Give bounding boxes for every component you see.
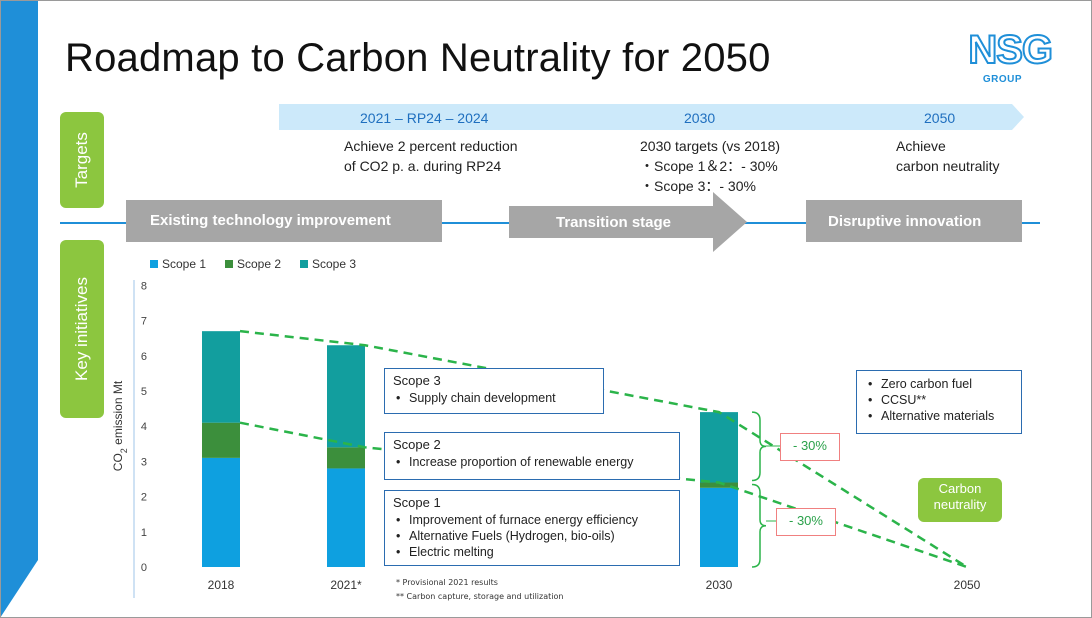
target-rp24-line: of CO2 p. a. during RP24 [344, 158, 502, 174]
initiative-item: Alternative Fuels (Hydrogen, bio-oils) [396, 528, 671, 544]
carbon-neutrality-badge: Carbon neutrality [918, 478, 1002, 522]
target-2030: 2030 targets (vs 2018) ・Scope 1＆2：- 30% … [640, 136, 780, 196]
timeline-arrow [279, 104, 1024, 130]
initiative-item: CCSU** [868, 392, 1013, 408]
y-tick-label: 5 [141, 386, 147, 398]
timeline-period-2030: 2030 [684, 110, 716, 126]
y-tick-label: 4 [141, 421, 147, 433]
stage-transition-arrow [509, 192, 747, 252]
timeline-period-rp24: 2021 – RP24 – 2024 [360, 110, 489, 126]
initiative-2050: Zero carbon fuel CCSU** Alternative mate… [856, 370, 1022, 434]
initiative-item: Electric melting [396, 544, 671, 560]
stage-transition-label: Transition stage [556, 214, 672, 231]
bar-scope1-2021 [327, 468, 365, 567]
legend-label: Scope 1 [162, 257, 207, 271]
bar-scope3-2021 [327, 345, 365, 448]
carbon-neutrality-line: Carbon [938, 481, 982, 496]
y-tick-label: 0 [141, 562, 147, 574]
nsg-logo: NSG GROUP [950, 28, 1054, 90]
brace-scope12 [751, 483, 767, 568]
logo-group: GROUP [982, 74, 1022, 85]
bar-scope2-2030 [700, 482, 738, 488]
bar-scope3-2030 [700, 412, 738, 483]
legend-scope2: Scope 2 [225, 257, 281, 271]
bar-scope2-2018 [202, 422, 240, 458]
bar-scope1-2018 [202, 457, 240, 567]
reduction-upper-badge: - 30% [780, 433, 840, 461]
targets-tab: Targets [60, 112, 104, 208]
bar-scope1-2030 [700, 487, 738, 567]
initiative-scope2: Scope 2 Increase proportion of renewable… [384, 432, 680, 480]
legend-label: Scope 2 [237, 257, 282, 271]
y-axis-label: CO2 emission Mt [111, 380, 129, 471]
initiative-scope3: Scope 3 Supply chain development [384, 368, 604, 414]
target-2030-line: 2030 targets (vs 2018) [640, 138, 781, 154]
left-accent-bar [0, 0, 38, 618]
initiative-item: Increase proportion of renewable energy [396, 454, 671, 470]
y-tick-label: 2 [141, 492, 147, 504]
legend-label: Scope 3 [312, 257, 357, 271]
carbon-neutrality-line: neutrality [933, 497, 987, 512]
brace-scope3 [751, 411, 767, 482]
y-tick-label: 6 [141, 351, 147, 363]
initiative-scope3-heading: Scope 3 [393, 373, 441, 388]
footnote-ccsu: ** Carbon capture, storage and utilizati… [396, 592, 564, 601]
initiative-scope1: Scope 1 Improvement of furnace energy ef… [384, 490, 680, 566]
legend-scope1: Scope 1 [150, 257, 206, 271]
initiative-item: Zero carbon fuel [868, 376, 1013, 392]
initiative-item: Alternative materials [868, 408, 1013, 424]
y-tick-label: 7 [141, 316, 147, 328]
legend-swatch [150, 260, 158, 268]
stage-disruptive-shape [806, 200, 1022, 242]
stage-existing-label: Existing technology improvement [150, 212, 391, 229]
initiative-item: Supply chain development [396, 390, 595, 406]
reduction-lower-badge: - 30% [776, 508, 836, 536]
initiative-scope1-heading: Scope 1 [393, 495, 441, 510]
page-title: Roadmap to Carbon Neutrality for 2050 [65, 36, 771, 80]
initiative-item: Improvement of furnace energy efficiency [396, 512, 671, 528]
target-2050-line: carbon neutrality [896, 158, 1000, 174]
y-tick-label: 8 [141, 280, 147, 292]
y-tick-label: 1 [141, 527, 147, 539]
initiative-scope2-heading: Scope 2 [393, 437, 441, 452]
target-2030-line: ・Scope 3：- 30% [640, 178, 756, 194]
footnote-provisional: * Provisional 2021 results [396, 578, 498, 587]
x-tick-label: 2030 [706, 578, 733, 592]
timeline-period-2050: 2050 [924, 110, 956, 126]
target-2050-line: Achieve [896, 138, 946, 154]
legend-swatch [225, 260, 233, 268]
target-2050: Achieve carbon neutrality [896, 136, 1000, 176]
x-tick-label: 2018 [208, 578, 235, 592]
legend-swatch [300, 260, 308, 268]
target-2030-line: ・Scope 1＆2：- 30% [640, 158, 778, 174]
bar-scope3-2018 [202, 331, 240, 423]
logo-brand: NSG [967, 28, 1054, 72]
legend-scope3: Scope 3 [300, 257, 356, 271]
target-rp24: Achieve 2 percent reduction of CO2 p. a.… [344, 136, 518, 176]
stage-disruptive-label: Disruptive innovation [828, 213, 982, 230]
bar-scope2-2021 [327, 447, 365, 469]
y-tick-label: 3 [141, 456, 147, 468]
stage-existing-shape [126, 200, 442, 242]
x-tick-label: 2050 [954, 578, 981, 592]
x-tick-label: 2021* [330, 578, 362, 592]
key-initiatives-tab: Key initiatives [60, 240, 104, 418]
target-rp24-line: Achieve 2 percent reduction [344, 138, 518, 154]
